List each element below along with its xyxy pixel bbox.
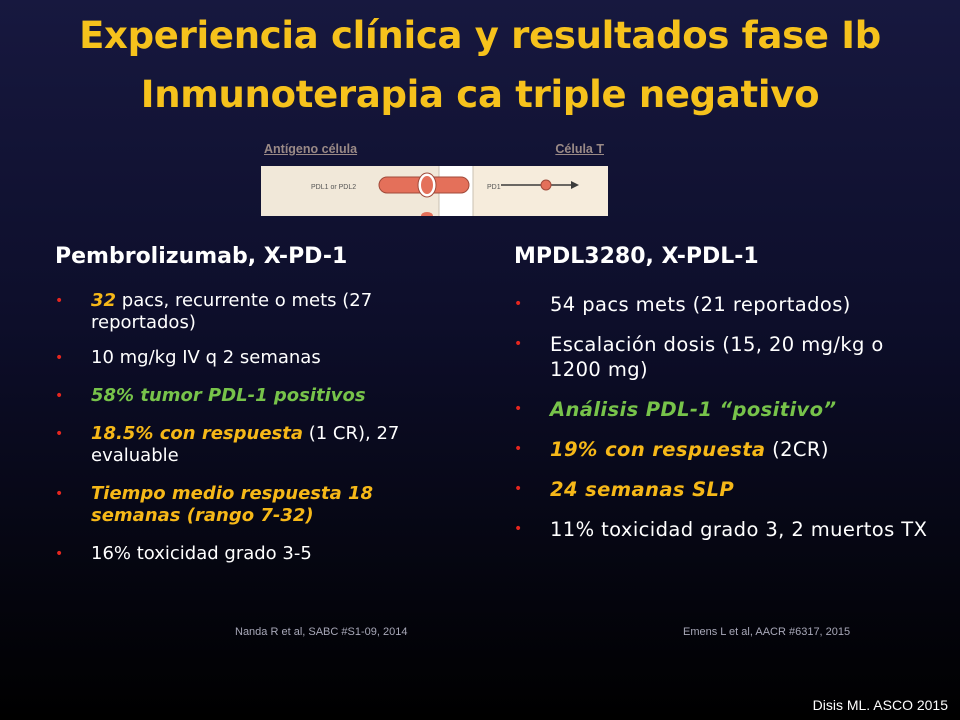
bullet-dot: •	[55, 350, 64, 366]
right-column-heading: MPDL3280, X-PDL-1	[514, 244, 759, 269]
t-cell-label: Célula T	[555, 142, 604, 156]
list-item: • 58% tumor PDL-1 positivos	[55, 385, 455, 407]
bullet-text: 54 pacs mets (21 reportados)	[550, 293, 851, 316]
list-item: • 10 mg/kg IV q 2 semanas	[55, 347, 455, 369]
left-column-heading: Pembrolizumab, X-PD-1	[55, 244, 348, 269]
receptor-label: PD1	[487, 184, 501, 191]
list-item: • 11% toxicidad grado 3, 2 muertos TX	[514, 517, 934, 542]
bullet-highlight: 24 semanas SLP	[550, 478, 735, 501]
list-item: • 19% con respuesta (2CR)	[514, 437, 934, 462]
slide-title: Experiencia clínica y resultados fase Ib…	[0, 6, 960, 124]
bullet-dot: •	[514, 401, 523, 417]
bullet-highlight: 32	[91, 290, 117, 311]
ligand-head	[421, 176, 433, 194]
bullet-dot: •	[514, 336, 523, 352]
bullet-text: (1 CR), 27 evaluable	[91, 423, 400, 466]
receptor-node	[540, 179, 552, 191]
ligand-label: PDL1 or PDL2	[311, 184, 356, 191]
bullet-highlight: 19% con respuesta	[550, 438, 766, 461]
bullet-text: 10 mg/kg IV q 2 semanas	[91, 347, 321, 368]
lower-ligand	[421, 212, 433, 216]
left-bullet-list: • 32 pacs, recurrente o mets (27 reporta…	[55, 290, 455, 565]
right-citation: Emens L et al, AACR #6317, 2015	[683, 626, 851, 638]
footer-reference: Disis ML. ASCO 2015	[812, 697, 948, 713]
right-bullet-list: • 54 pacs mets (21 reportados) • Escalac…	[514, 292, 934, 542]
list-item: • Escalación dosis (15, 20 mg/kg o 1200 …	[514, 332, 934, 382]
bullet-dot: •	[55, 546, 64, 562]
bullet-dot: •	[514, 521, 523, 537]
bullet-dot: •	[514, 481, 523, 497]
list-item: • Tiempo medio respuesta 18 semanas (ran…	[55, 483, 455, 527]
bullet-highlight: Análisis PDL-1 “positivo”	[550, 398, 837, 421]
title-line-2: Inmunoterapia ca triple negativo	[140, 73, 820, 116]
title-line-1: Experiencia clínica y resultados fase Ib	[79, 14, 881, 57]
bullet-highlight: 58% tumor PDL-1 positivos	[91, 385, 366, 406]
bullet-dot: •	[55, 426, 64, 442]
receptor-ligand-diagram: PDL1 or PDL2 PD1	[261, 166, 608, 216]
list-item: • 16% toxicidad grado 3-5	[55, 543, 455, 565]
list-item: • 18.5% con respuesta (1 CR), 27 evaluab…	[55, 423, 455, 467]
list-item: • 24 semanas SLP	[514, 477, 934, 502]
bullet-text: Escalación dosis (15, 20 mg/kg o 1200 mg…	[550, 333, 884, 381]
bullet-text: (2CR)	[765, 438, 829, 461]
bullet-text: 11% toxicidad grado 3, 2 muertos TX	[550, 518, 928, 541]
bullet-dot: •	[514, 296, 523, 312]
bullet-text: pacs, recurrente o mets (27 reportados)	[91, 290, 373, 333]
bullet-highlight: 18.5% con respuesta	[91, 423, 304, 444]
bullet-highlight: Tiempo medio respuesta 18 semanas (rango…	[91, 483, 374, 526]
bullet-dot: •	[55, 486, 64, 502]
list-item: • Análisis PDL-1 “positivo”	[514, 397, 934, 422]
bullet-dot: •	[55, 388, 64, 404]
bullet-dot: •	[514, 441, 523, 457]
bullet-text: 16% toxicidad grado 3-5	[91, 543, 312, 564]
receptor-arrowhead	[571, 181, 579, 189]
antigen-cell-label: Antígeno célula	[264, 142, 358, 156]
left-citation: Nanda R et al, SABC #S1-09, 2014	[235, 626, 408, 638]
pd1-binding-figure: Antígeno célula Célula T PDL1 or PDL2 PD…	[261, 142, 608, 216]
list-item: • 54 pacs mets (21 reportados)	[514, 292, 934, 317]
bullet-dot: •	[55, 293, 64, 309]
list-item: • 32 pacs, recurrente o mets (27 reporta…	[55, 290, 455, 334]
t-cell-panel	[473, 166, 608, 216]
